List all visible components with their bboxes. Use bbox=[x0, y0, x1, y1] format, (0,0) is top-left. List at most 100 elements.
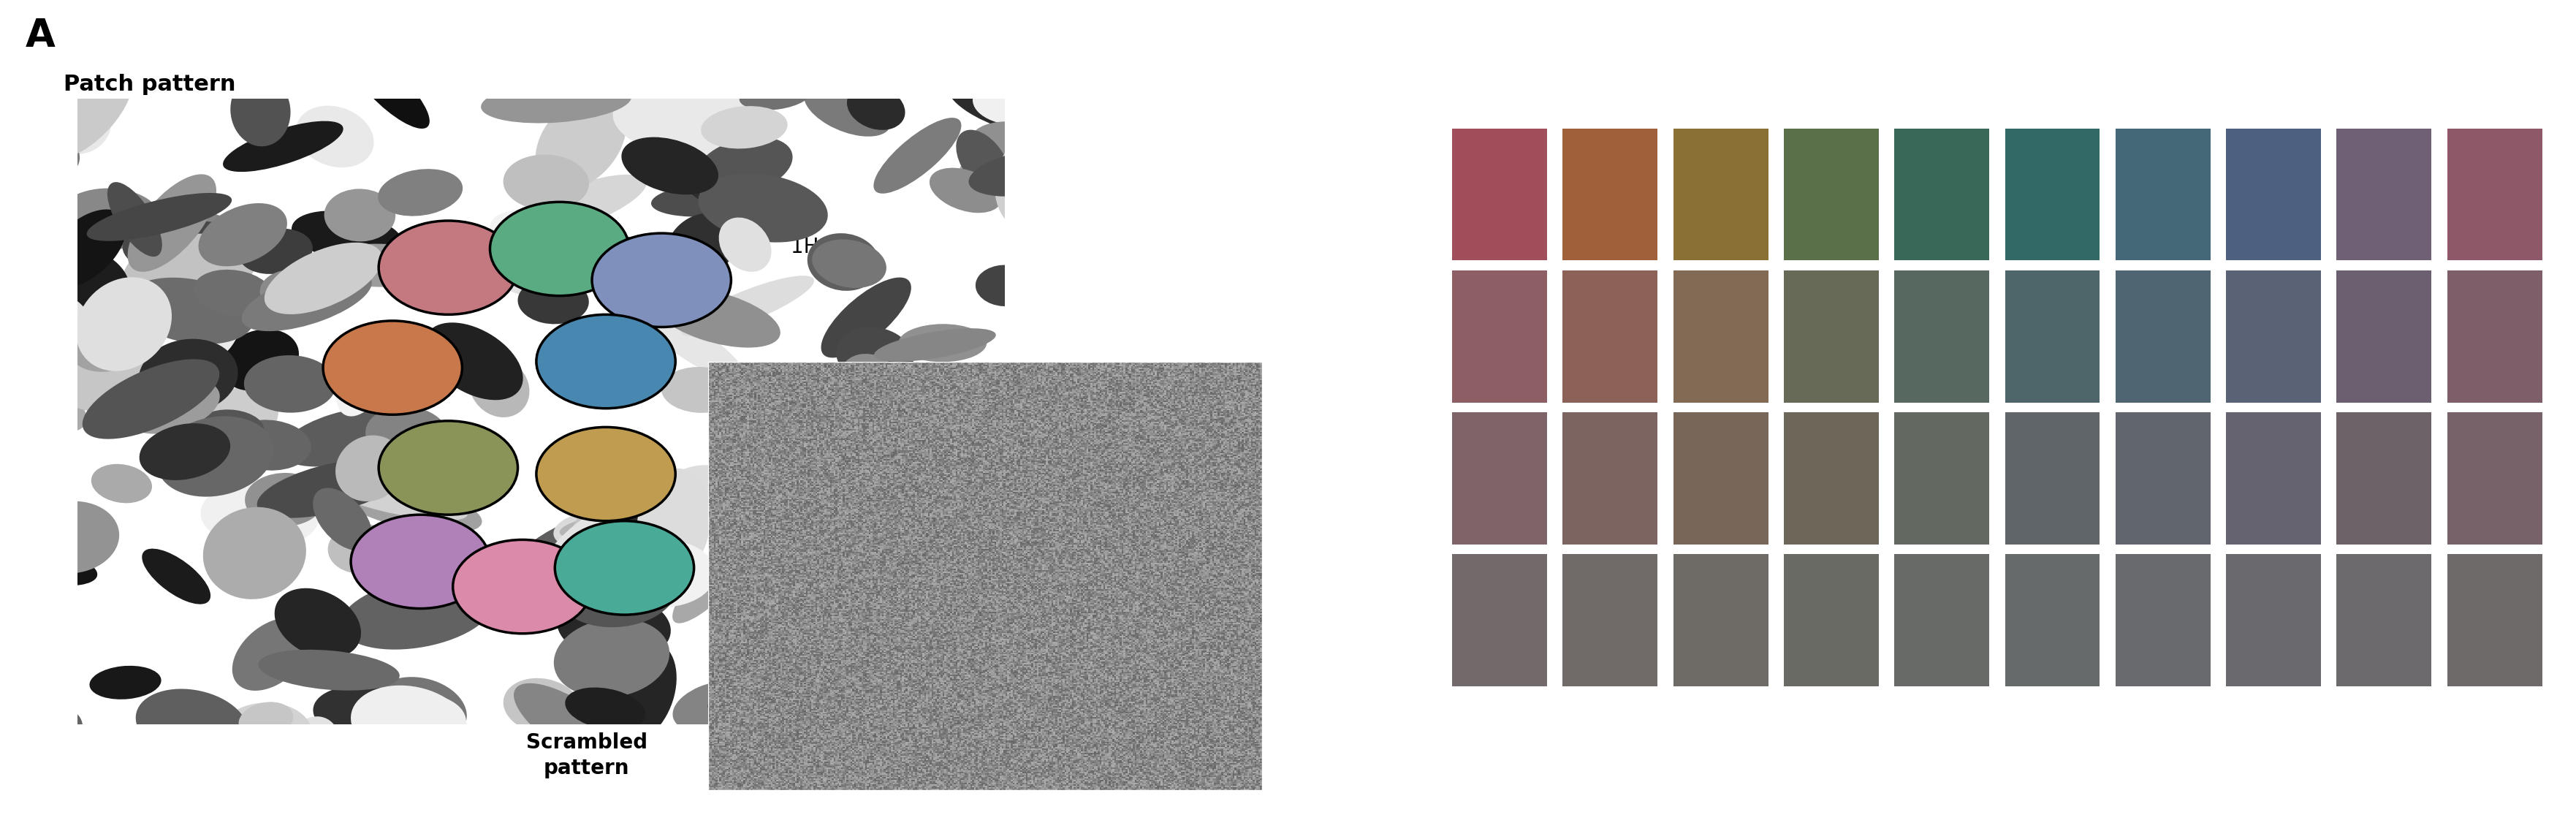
Ellipse shape bbox=[559, 506, 724, 542]
Ellipse shape bbox=[866, 626, 927, 666]
Ellipse shape bbox=[930, 168, 1002, 213]
Ellipse shape bbox=[848, 85, 904, 130]
Ellipse shape bbox=[554, 509, 647, 551]
Ellipse shape bbox=[124, 221, 268, 281]
Bar bbox=[2226, 412, 2321, 545]
Ellipse shape bbox=[822, 277, 912, 358]
Ellipse shape bbox=[371, 677, 466, 743]
Circle shape bbox=[536, 314, 675, 408]
Ellipse shape bbox=[90, 666, 162, 700]
Ellipse shape bbox=[976, 265, 1036, 306]
Bar bbox=[1893, 555, 1989, 686]
Text: 5RP: 5RP bbox=[2478, 716, 2512, 733]
Bar bbox=[1783, 555, 1878, 686]
Ellipse shape bbox=[379, 169, 464, 216]
Ellipse shape bbox=[556, 593, 670, 661]
Bar bbox=[1564, 412, 1656, 545]
Ellipse shape bbox=[719, 649, 842, 714]
Ellipse shape bbox=[502, 155, 590, 211]
Ellipse shape bbox=[804, 427, 917, 495]
Ellipse shape bbox=[0, 289, 90, 355]
Ellipse shape bbox=[981, 511, 1087, 584]
Ellipse shape bbox=[425, 323, 523, 400]
Bar bbox=[2336, 412, 2432, 545]
Ellipse shape bbox=[551, 90, 716, 127]
Ellipse shape bbox=[791, 364, 896, 429]
Ellipse shape bbox=[44, 343, 188, 414]
Ellipse shape bbox=[696, 137, 793, 195]
Ellipse shape bbox=[340, 578, 492, 649]
Ellipse shape bbox=[232, 618, 312, 690]
Ellipse shape bbox=[219, 329, 299, 391]
Ellipse shape bbox=[739, 81, 811, 110]
Ellipse shape bbox=[837, 327, 914, 385]
Text: 5PB: 5PB bbox=[2257, 716, 2290, 733]
Ellipse shape bbox=[922, 393, 1030, 486]
Ellipse shape bbox=[531, 554, 636, 624]
Ellipse shape bbox=[719, 217, 770, 272]
Ellipse shape bbox=[556, 551, 677, 627]
Circle shape bbox=[453, 540, 592, 634]
Ellipse shape bbox=[350, 686, 469, 763]
Ellipse shape bbox=[518, 508, 634, 567]
Ellipse shape bbox=[281, 717, 340, 788]
Ellipse shape bbox=[840, 374, 909, 421]
Text: Hue: Hue bbox=[1973, 770, 2022, 794]
Text: 5BG: 5BG bbox=[2032, 716, 2071, 733]
Ellipse shape bbox=[840, 354, 899, 404]
Text: 2: 2 bbox=[1399, 467, 1412, 489]
Ellipse shape bbox=[139, 339, 237, 413]
Ellipse shape bbox=[204, 507, 307, 599]
Bar bbox=[1453, 128, 1548, 260]
Ellipse shape bbox=[644, 310, 744, 381]
Ellipse shape bbox=[312, 488, 374, 551]
Ellipse shape bbox=[489, 209, 574, 253]
Bar bbox=[2004, 128, 2099, 260]
Bar bbox=[2115, 270, 2210, 402]
Ellipse shape bbox=[502, 174, 647, 239]
Ellipse shape bbox=[804, 82, 891, 137]
Ellipse shape bbox=[811, 239, 886, 288]
Ellipse shape bbox=[224, 420, 312, 471]
Ellipse shape bbox=[157, 416, 273, 497]
Ellipse shape bbox=[708, 686, 778, 715]
Ellipse shape bbox=[652, 288, 781, 347]
Bar bbox=[1674, 128, 1767, 260]
Ellipse shape bbox=[57, 188, 160, 249]
Ellipse shape bbox=[0, 366, 116, 422]
Ellipse shape bbox=[178, 212, 252, 278]
Ellipse shape bbox=[909, 627, 1007, 700]
Circle shape bbox=[350, 514, 489, 608]
Ellipse shape bbox=[580, 584, 636, 677]
Ellipse shape bbox=[198, 203, 286, 267]
Ellipse shape bbox=[46, 70, 131, 158]
Text: 5Y: 5Y bbox=[1710, 716, 1731, 733]
Bar bbox=[1564, 270, 1656, 402]
Ellipse shape bbox=[907, 588, 1010, 651]
Ellipse shape bbox=[518, 278, 590, 324]
Ellipse shape bbox=[1012, 166, 1059, 266]
Ellipse shape bbox=[201, 482, 319, 548]
Ellipse shape bbox=[82, 359, 219, 439]
Ellipse shape bbox=[698, 174, 827, 242]
Ellipse shape bbox=[44, 209, 126, 288]
Ellipse shape bbox=[469, 356, 531, 417]
Bar bbox=[1453, 412, 1548, 545]
Ellipse shape bbox=[75, 277, 173, 371]
Ellipse shape bbox=[994, 125, 1095, 235]
Text: Scrambled
pattern: Scrambled pattern bbox=[526, 732, 647, 779]
Ellipse shape bbox=[662, 367, 739, 413]
Ellipse shape bbox=[21, 246, 131, 327]
Ellipse shape bbox=[891, 679, 1020, 724]
Circle shape bbox=[322, 321, 461, 415]
Ellipse shape bbox=[291, 211, 404, 263]
Text: 5B: 5B bbox=[2151, 716, 2174, 733]
Ellipse shape bbox=[90, 464, 152, 503]
Ellipse shape bbox=[126, 379, 219, 434]
Bar bbox=[1564, 128, 1656, 260]
Ellipse shape bbox=[242, 270, 371, 331]
Ellipse shape bbox=[971, 122, 1048, 160]
Text: Value = 5 (const.): Value = 5 (const.) bbox=[2336, 99, 2537, 120]
Ellipse shape bbox=[680, 276, 814, 337]
Circle shape bbox=[379, 221, 518, 314]
